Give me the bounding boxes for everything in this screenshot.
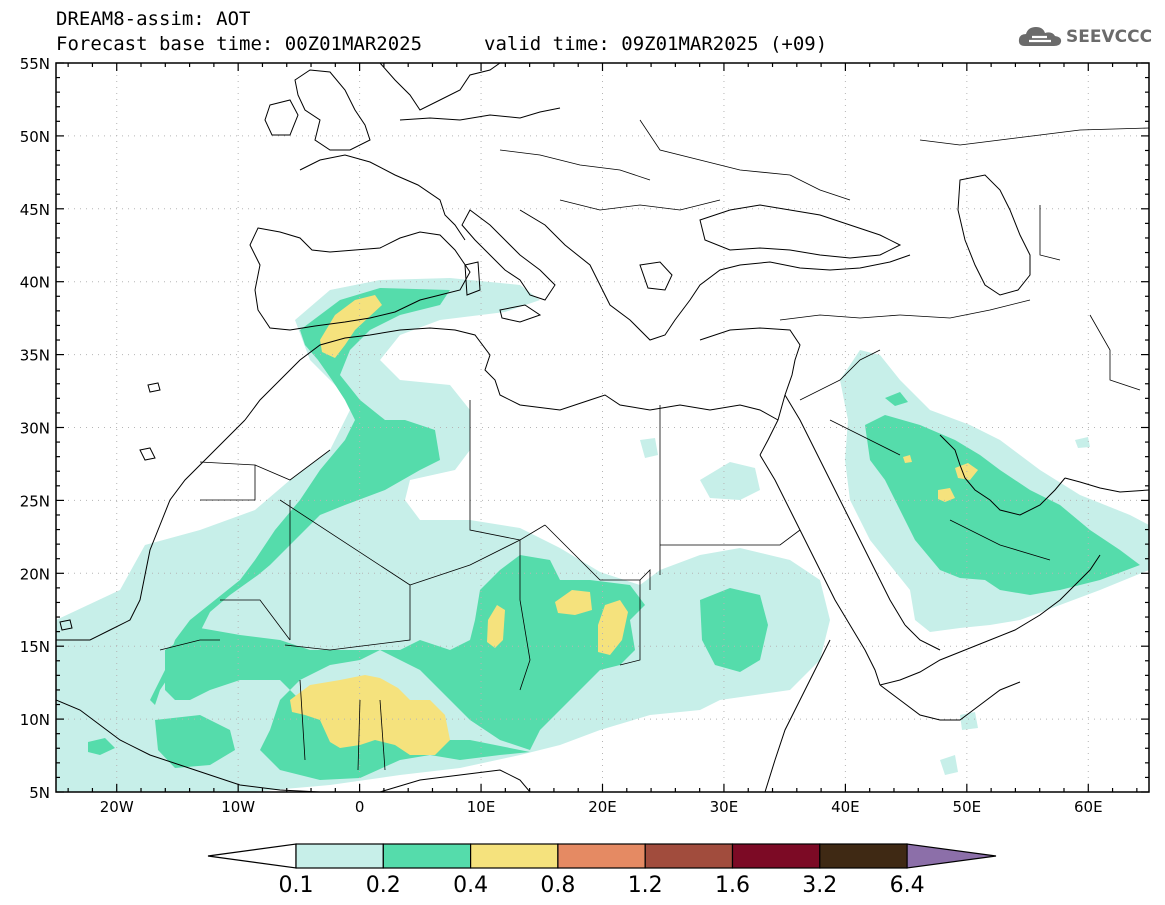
lon-label: 50E: [953, 798, 982, 816]
colorbar-label: 3.2: [802, 873, 837, 898]
seevccc-logo: SEEVCCC: [1017, 24, 1152, 50]
colorbar-label: 0.8: [540, 873, 575, 898]
colorbar-swatch: [644, 843, 734, 869]
logo-text: SEEVCCC: [1066, 27, 1153, 47]
lon-label: 10E: [467, 798, 496, 816]
map-title: DREAM8-assim: AOT: [56, 8, 251, 30]
lat-label: 55N: [20, 55, 50, 73]
colorbar-label: 6.4: [890, 873, 925, 898]
lon-label: 0: [355, 798, 365, 816]
forecast-base-time: Forecast base time: 00Z01MAR2025: [56, 33, 423, 55]
lon-labels: 20W 10W 0 10E 20E 30E 40E 50E 60E: [100, 798, 1103, 816]
colorbar-label: 0.2: [366, 873, 401, 898]
colorbar-min-arrow: [207, 843, 297, 869]
colorbar-swatch: [295, 843, 384, 869]
colorbar-label: 0.4: [453, 873, 488, 898]
colorbar-swatch: [557, 843, 646, 869]
colorbar-labels: 0.1 0.2 0.4 0.8 1.2 1.6 3.2 6.4: [279, 873, 925, 898]
aot-field: [56, 278, 1149, 792]
colorbar-swatch: [731, 843, 821, 869]
colorbar-swatch: [819, 843, 908, 869]
lon-label: 60E: [1074, 798, 1103, 816]
lat-label: 25N: [20, 492, 50, 510]
country-borders: [159, 119, 1149, 771]
lat-label: 10N: [20, 711, 50, 729]
lon-label: 40E: [831, 798, 860, 816]
lat-label: 30N: [20, 420, 50, 438]
lon-label: 20E: [588, 798, 617, 816]
lat-label: 40N: [20, 274, 50, 292]
colorbar-label: 1.2: [628, 873, 663, 898]
lat-label: 5N: [29, 784, 50, 802]
lon-label: 30E: [710, 798, 739, 816]
valid-time: valid time: 09Z01MAR2025 (+09): [484, 33, 828, 55]
colorbar-label: 0.1: [279, 873, 314, 898]
colorbar-swatch: [470, 843, 559, 869]
colorbar: [207, 843, 997, 869]
colorbar-label: 1.6: [715, 873, 750, 898]
lon-label: 10W: [221, 798, 255, 816]
cloud-icon: [1018, 27, 1062, 46]
lat-label: 35N: [20, 347, 50, 365]
axis-ticks: [56, 62, 1149, 793]
graticule: [56, 63, 1149, 792]
lon-label: 20W: [100, 798, 134, 816]
coastlines: [56, 63, 1149, 792]
lat-label: 15N: [20, 638, 50, 656]
colorbar-swatch: [382, 843, 472, 869]
lat-label: 20N: [20, 565, 50, 583]
lat-labels: 55N 50N 45N 40N 35N 30N 25N 20N 15N 10N 5N: [20, 55, 50, 802]
lat-label: 45N: [20, 201, 50, 219]
lat-label: 50N: [20, 128, 50, 146]
colorbar-max-arrow: [906, 843, 997, 869]
